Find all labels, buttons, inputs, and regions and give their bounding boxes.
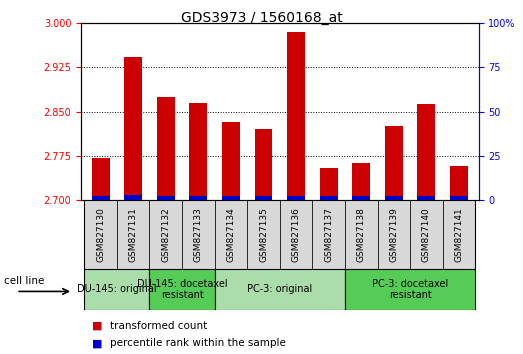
Bar [280, 200, 312, 269]
Text: cell line: cell line [4, 276, 44, 286]
Bar [312, 200, 345, 269]
Text: GSM827134: GSM827134 [226, 207, 235, 262]
Text: GSM827137: GSM827137 [324, 207, 333, 262]
Text: GSM827138: GSM827138 [357, 207, 366, 262]
Bar [385, 126, 403, 200]
Bar [417, 104, 435, 200]
Bar [150, 200, 182, 269]
Text: GSM827139: GSM827139 [389, 207, 399, 262]
Bar [378, 200, 410, 269]
Bar [353, 196, 370, 200]
Bar [182, 200, 214, 269]
Bar [157, 97, 175, 200]
Bar [189, 196, 207, 200]
Bar [92, 158, 110, 200]
Bar [320, 196, 338, 200]
Text: DU-145: original: DU-145: original [77, 284, 157, 295]
Text: GSM827133: GSM827133 [194, 207, 203, 262]
Bar [117, 200, 150, 269]
Text: GSM827135: GSM827135 [259, 207, 268, 262]
Bar [353, 163, 370, 200]
Text: percentile rank within the sample: percentile rank within the sample [110, 338, 286, 348]
Bar [84, 200, 117, 269]
Bar [222, 196, 240, 200]
Text: GSM827136: GSM827136 [292, 207, 301, 262]
Bar [410, 200, 442, 269]
Text: PC-3: docetaxel
resistant: PC-3: docetaxel resistant [372, 279, 448, 300]
Text: transformed count: transformed count [110, 321, 207, 331]
Text: GDS3973 / 1560168_at: GDS3973 / 1560168_at [180, 11, 343, 25]
Bar [417, 196, 435, 200]
Text: GSM827132: GSM827132 [161, 207, 170, 262]
Bar [150, 269, 214, 310]
Bar [287, 33, 305, 200]
Bar [255, 196, 272, 200]
Bar [157, 196, 175, 200]
Text: GSM827140: GSM827140 [422, 207, 431, 262]
Bar [214, 269, 345, 310]
Bar [442, 200, 475, 269]
Bar [450, 166, 468, 200]
Text: DU-145: docetaxel
resistant: DU-145: docetaxel resistant [137, 279, 228, 300]
Text: ■: ■ [92, 338, 102, 348]
Bar [345, 200, 378, 269]
Bar [450, 196, 468, 200]
Bar [385, 196, 403, 200]
Bar [320, 167, 338, 200]
Text: GSM827141: GSM827141 [454, 207, 463, 262]
Bar [214, 200, 247, 269]
Bar [345, 269, 475, 310]
Bar [189, 103, 207, 200]
Bar [92, 196, 110, 200]
Bar [287, 196, 305, 200]
Text: GSM827130: GSM827130 [96, 207, 105, 262]
Bar [84, 269, 150, 310]
Bar [255, 129, 272, 200]
Bar [247, 200, 280, 269]
Bar [222, 122, 240, 200]
Text: ■: ■ [92, 321, 102, 331]
Text: GSM827131: GSM827131 [129, 207, 138, 262]
Text: PC-3: original: PC-3: original [247, 284, 312, 295]
Bar [124, 195, 142, 200]
Bar [124, 57, 142, 200]
